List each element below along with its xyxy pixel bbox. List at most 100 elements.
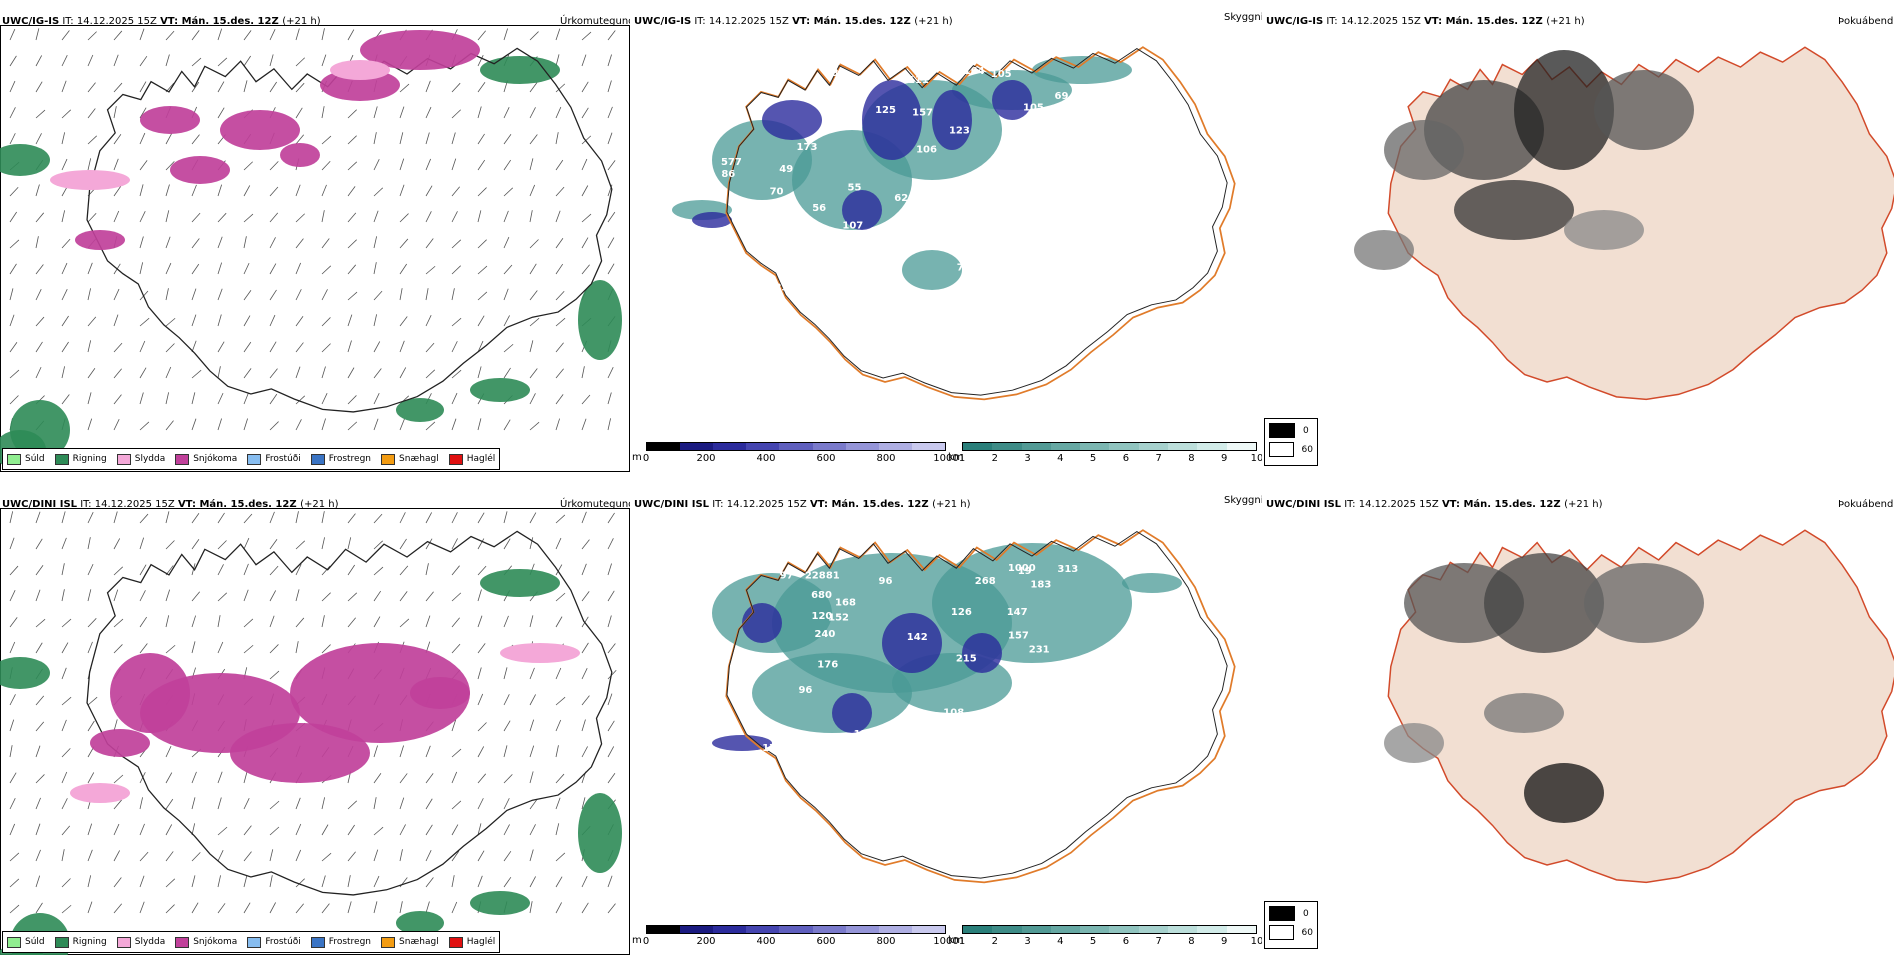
legend-item: Slydda	[116, 936, 165, 948]
wind-barb	[165, 644, 176, 654]
wind-barb	[321, 106, 325, 119]
wind-barb	[217, 418, 222, 431]
wind-barb	[295, 511, 299, 524]
colorbar-tick: 1000	[933, 453, 959, 464]
wind-barb	[555, 876, 563, 888]
wind-barb	[503, 694, 510, 706]
wind-barb	[425, 80, 431, 93]
ceiling-label: 96	[798, 685, 812, 696]
wind-barb	[61, 563, 65, 576]
vt-value: Mán. 15.des. 12Z	[1445, 16, 1547, 27]
wind-barb	[581, 591, 590, 602]
wind-barb	[87, 512, 94, 524]
fog-legend: 0 60	[1264, 901, 1318, 949]
wind-barb	[399, 538, 407, 550]
colorbar-tick: 600	[816, 453, 836, 464]
lead-time: (+21 h)	[300, 499, 339, 510]
wind-barb	[607, 720, 615, 732]
wind-barb	[529, 317, 540, 327]
legend-item: Snjókoma	[175, 936, 237, 948]
wind-barb	[399, 106, 405, 119]
it-label: IT:	[1344, 499, 1359, 510]
wind-barb	[87, 696, 98, 706]
wind-barb	[373, 826, 384, 836]
legend-item: Slydda	[116, 453, 165, 465]
wind-barb	[477, 722, 487, 732]
wind-barb	[581, 695, 590, 706]
wind-barb	[217, 392, 224, 405]
wind-barb	[581, 158, 588, 171]
visibility-colorbar: km 1 2 3 4 5 6 7 8 9 10	[948, 925, 1262, 949]
wind-barb	[607, 903, 616, 914]
wind-barb	[35, 642, 43, 654]
wind-barb	[243, 262, 250, 275]
wind-barb	[451, 392, 458, 405]
wind-barb	[217, 341, 225, 353]
wind-barb	[9, 511, 14, 524]
fog-map	[1384, 529, 1894, 884]
wind-barb	[399, 512, 406, 524]
wind-barb	[399, 773, 408, 784]
wind-barb	[269, 314, 276, 327]
colorbar-segment	[1109, 926, 1139, 933]
wind-barb	[425, 824, 433, 836]
wind-barb	[269, 161, 279, 171]
wind-barb	[269, 511, 275, 524]
wind-barb	[399, 263, 408, 275]
wind-barb	[217, 57, 228, 67]
wind-barb	[373, 236, 378, 249]
wind-barb	[529, 134, 538, 145]
colorbar-segment	[1197, 926, 1227, 933]
wind-barb	[555, 418, 561, 431]
colorbar-tick: 200	[696, 936, 716, 947]
sleet-area	[70, 783, 130, 803]
wind-barb	[243, 213, 254, 223]
wind-barb	[425, 615, 431, 628]
model-name: UWC/DINI ISL	[634, 499, 710, 510]
wind-barb	[425, 798, 433, 810]
wind-barb	[451, 824, 459, 836]
wind-barb	[217, 849, 224, 862]
panel-header: UWC/DINI ISL IT: 14.12.2025 15Z VT: Mán.…	[1266, 499, 1603, 510]
colorbar-tick: 7	[1155, 936, 1162, 947]
wind-barb	[321, 875, 326, 888]
wind-barb	[61, 80, 67, 93]
wind-barb	[35, 341, 43, 353]
colorbar-tick: 10	[1250, 936, 1262, 947]
wind-barb	[269, 615, 275, 628]
wind-barb	[321, 615, 325, 628]
fog-legend-item: 0	[1269, 423, 1313, 438]
wind-barb	[555, 616, 563, 628]
wind-barb	[165, 745, 172, 758]
wind-barb	[165, 589, 171, 602]
colorbar-tick: 4	[1057, 453, 1064, 464]
legend-item: Súld	[7, 453, 45, 465]
wind-barb	[425, 132, 430, 145]
wind-barb	[113, 538, 121, 550]
legend-swatch	[381, 453, 396, 465]
wind-barb	[347, 421, 358, 431]
wind-barb	[451, 288, 455, 301]
wind-barb	[607, 263, 615, 275]
wind-barb	[607, 772, 616, 784]
wind-barb	[477, 512, 485, 524]
fog-area	[1384, 120, 1464, 180]
wind-barb	[555, 132, 559, 145]
wind-barb	[399, 849, 403, 862]
wind-barb	[321, 28, 325, 41]
wind-barb	[425, 745, 431, 758]
wind-barb	[9, 772, 17, 784]
fog-legend-label: 0	[1303, 908, 1309, 919]
wind-barb	[347, 186, 356, 197]
precip-type-panel: UWC/DINI ISL IT: 14.12.2025 15Z VT: Mán.…	[0, 493, 630, 955]
colorbar-segment	[1109, 443, 1139, 450]
wind-barb	[113, 106, 117, 119]
wind-barb	[503, 720, 511, 732]
wind-barb	[139, 184, 144, 197]
wind-barb	[217, 107, 225, 119]
wind-barb	[113, 342, 123, 353]
iceland-outline	[86, 530, 613, 896]
wind-barb	[165, 420, 174, 431]
fog-legend-swatch	[1269, 423, 1295, 438]
wind-barb	[61, 825, 71, 836]
